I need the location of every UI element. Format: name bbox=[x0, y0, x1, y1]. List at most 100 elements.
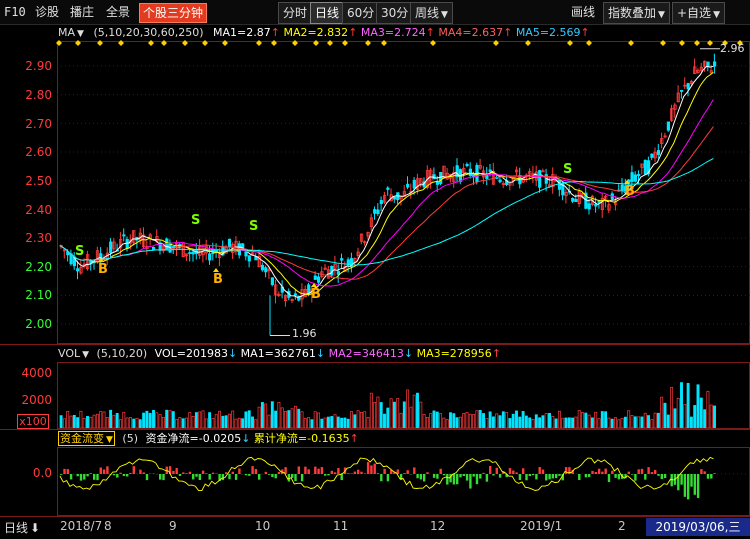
signal-diamond bbox=[256, 40, 262, 46]
vol-ma3: MA3=278956 bbox=[417, 347, 492, 360]
candle-body bbox=[374, 210, 376, 214]
signal-diamond bbox=[97, 40, 103, 46]
candle-body bbox=[317, 277, 319, 282]
candle-body bbox=[713, 62, 715, 66]
candle-body bbox=[489, 170, 491, 172]
divider bbox=[0, 344, 750, 345]
signal-diamond bbox=[342, 40, 348, 46]
candle-body bbox=[380, 200, 382, 203]
candle-body bbox=[314, 276, 316, 279]
fund-flow-selector[interactable]: 资金流变▼ bbox=[58, 431, 115, 446]
time-tick: 10 bbox=[255, 519, 270, 533]
signal-diamond bbox=[660, 40, 666, 46]
candle-body bbox=[228, 239, 230, 247]
vol-ma1: MA1=362761 bbox=[241, 347, 316, 360]
vol-indicator-selector[interactable]: VOL▼ bbox=[58, 347, 89, 360]
ma1-line bbox=[60, 66, 713, 297]
signal-diamonds bbox=[56, 40, 743, 46]
candle-body bbox=[707, 62, 709, 66]
candle-body bbox=[377, 210, 379, 214]
signal-diamond bbox=[75, 40, 81, 46]
fund-flow-params: (5) bbox=[122, 432, 138, 445]
fund-flow-name: 资金流变 bbox=[60, 432, 104, 445]
period-selector[interactable]: 日线⬇ bbox=[4, 519, 40, 536]
fund-flow-panel[interactable] bbox=[57, 447, 750, 516]
candle-body bbox=[341, 259, 343, 261]
time-tick: 2 bbox=[618, 519, 626, 533]
candle-body bbox=[215, 251, 217, 252]
vol-ma2: MA2=346413 bbox=[329, 347, 404, 360]
candle-body bbox=[413, 180, 415, 188]
vol-params: (5,10,20) bbox=[97, 347, 148, 360]
candle-body bbox=[644, 160, 646, 174]
signal-diamond bbox=[586, 40, 592, 46]
low-price-marker: 1.96 bbox=[292, 327, 317, 340]
candle-body bbox=[248, 256, 250, 261]
fund-cumulative-flow: 累计净流=-0.1635 bbox=[254, 432, 350, 445]
signal-diamond bbox=[493, 40, 499, 46]
cursor-date: 2019/03/06,三 bbox=[646, 518, 750, 536]
time-tick: 11 bbox=[333, 519, 348, 533]
arrow-up-icon: ↑ bbox=[492, 347, 501, 360]
candles bbox=[60, 49, 720, 336]
candle-body bbox=[657, 150, 659, 154]
candle-body bbox=[499, 180, 501, 182]
candle-body bbox=[126, 239, 128, 248]
sell-signal: S bbox=[563, 162, 572, 177]
candle-body bbox=[621, 185, 623, 191]
candle-body bbox=[245, 252, 247, 256]
candle-body bbox=[572, 198, 574, 201]
fund-net-flow: 资金净流=-0.0205 bbox=[146, 432, 242, 445]
candle-body bbox=[271, 278, 273, 285]
time-tick: 12 bbox=[430, 519, 445, 533]
candle-body bbox=[77, 269, 79, 271]
signal-diamond bbox=[271, 40, 277, 46]
vol-name: VOL bbox=[58, 347, 80, 360]
moving-averages bbox=[60, 66, 713, 297]
volume-unit: x100 bbox=[17, 414, 49, 429]
fund-flow-tick: 0.0 bbox=[0, 466, 52, 480]
candle-body bbox=[337, 272, 339, 275]
candle-body bbox=[209, 254, 211, 260]
volume-panel[interactable] bbox=[57, 362, 750, 429]
buy-signal: B bbox=[311, 287, 321, 302]
candle-body bbox=[440, 172, 442, 183]
candle-body bbox=[261, 265, 263, 269]
candle-body bbox=[172, 246, 174, 247]
signal-diamond bbox=[327, 40, 333, 46]
period-selector-label: 日线 bbox=[4, 521, 28, 535]
sell-signal: S bbox=[249, 219, 258, 234]
arrow-down-icon: ⬇ bbox=[30, 521, 40, 535]
high-price-marker: 2.96 bbox=[720, 42, 745, 55]
buy-signal: B bbox=[213, 272, 223, 287]
candle-body bbox=[638, 174, 640, 175]
candle-body bbox=[667, 122, 669, 130]
candle-body bbox=[100, 254, 102, 257]
signal-diamond bbox=[679, 40, 685, 46]
signal-diamond bbox=[707, 40, 713, 46]
candle-body bbox=[393, 197, 395, 199]
candle-body bbox=[110, 242, 112, 253]
ma5-line bbox=[60, 159, 713, 266]
time-tick: 8 bbox=[104, 519, 112, 533]
candle-body bbox=[436, 182, 438, 184]
candle-body bbox=[347, 260, 349, 264]
fund-flow-legend: 资金流变▼ (5) 资金净流=-0.0205↓ 累计净流=-0.1635↑ bbox=[58, 431, 359, 447]
chevron-down-icon: ▼ bbox=[82, 350, 89, 360]
signal-diamond bbox=[525, 40, 531, 46]
candle-body bbox=[539, 171, 541, 188]
vol-value: VOL=201983 bbox=[155, 347, 228, 360]
volume-tick: 4000 bbox=[0, 366, 52, 380]
signal-diamond bbox=[430, 40, 436, 46]
signal-diamond bbox=[148, 40, 154, 46]
candle-body bbox=[575, 199, 577, 201]
candle-body bbox=[595, 204, 597, 206]
buy-signal: B bbox=[98, 262, 108, 277]
candle-body bbox=[387, 188, 389, 189]
candle-body bbox=[294, 294, 296, 295]
chevron-down-icon: ▼ bbox=[106, 435, 113, 445]
signal-diamond bbox=[118, 40, 124, 46]
arrow-down-icon: ↓ bbox=[228, 347, 237, 360]
candle-body bbox=[634, 175, 636, 181]
candle-body bbox=[265, 268, 267, 272]
